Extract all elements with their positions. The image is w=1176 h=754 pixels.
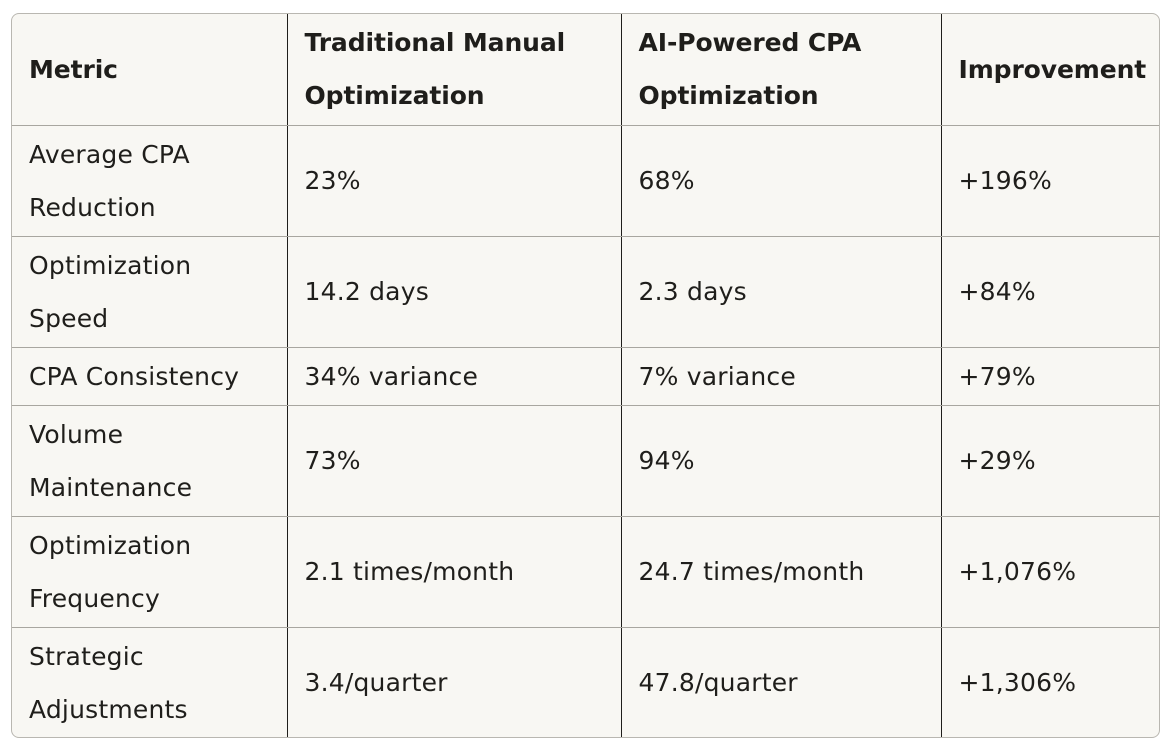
cell-ai-powered: 2.3 days [621,236,942,348]
table-row: Average CPA Reduction 23% 68% +196% [12,125,1159,237]
cell-metric: Strategic Adjustments [12,627,288,737]
header-ai-powered: AI-Powered CPA Optimization [621,14,942,126]
cell-metric: Average CPA Reduction [12,125,288,237]
cell-improvement: +84% [941,236,1159,348]
cell-ai-powered: 24.7 times/month [621,516,942,628]
table-row: Optimization Speed 14.2 days 2.3 days +8… [12,236,1159,348]
cell-ai-powered: 7% variance [621,347,942,406]
cell-metric: Volume Maintenance [12,405,288,517]
table-row: Optimization Frequency 2.1 times/month 2… [12,516,1159,628]
cell-metric: CPA Consistency [12,347,288,406]
table-header-row: Metric Traditional Manual Optimization A… [12,14,1159,126]
header-metric: Metric [12,14,288,126]
comparison-table: Metric Traditional Manual Optimization A… [12,14,1159,737]
cell-improvement: +196% [941,125,1159,237]
header-traditional-manual: Traditional Manual Optimization [287,14,622,126]
cell-improvement: +29% [941,405,1159,517]
cell-ai-powered: 68% [621,125,942,237]
cell-ai-powered: 47.8/quarter [621,627,942,737]
cell-improvement: +1,306% [958,668,1077,698]
cell-metric: Optimization Frequency [12,516,288,628]
cell-metric: Optimization Speed [12,236,288,348]
table-row: CPA Consistency 34% variance 7% variance… [12,347,1159,406]
cell-traditional: 34% variance [287,347,622,406]
table-row: Strategic Adjustments 3.4/quarter 47.8/q… [12,627,1159,737]
cell-traditional: 2.1 times/month [287,516,622,628]
comparison-table-container: Metric Traditional Manual Optimization A… [11,13,1160,738]
cell-traditional: 73% [287,405,622,517]
cell-ai-powered: 94% [621,405,942,517]
cell-traditional: 14.2 days [287,236,622,348]
cell-improvement: +1,076% [941,516,1159,628]
header-improvement: Improvement [941,14,1159,126]
cell-traditional: 23% [287,125,622,237]
cell-improvement: +79% [941,347,1159,406]
cell-traditional: 3.4/quarter [287,627,622,737]
table-row: Volume Maintenance 73% 94% +29% [12,405,1159,517]
